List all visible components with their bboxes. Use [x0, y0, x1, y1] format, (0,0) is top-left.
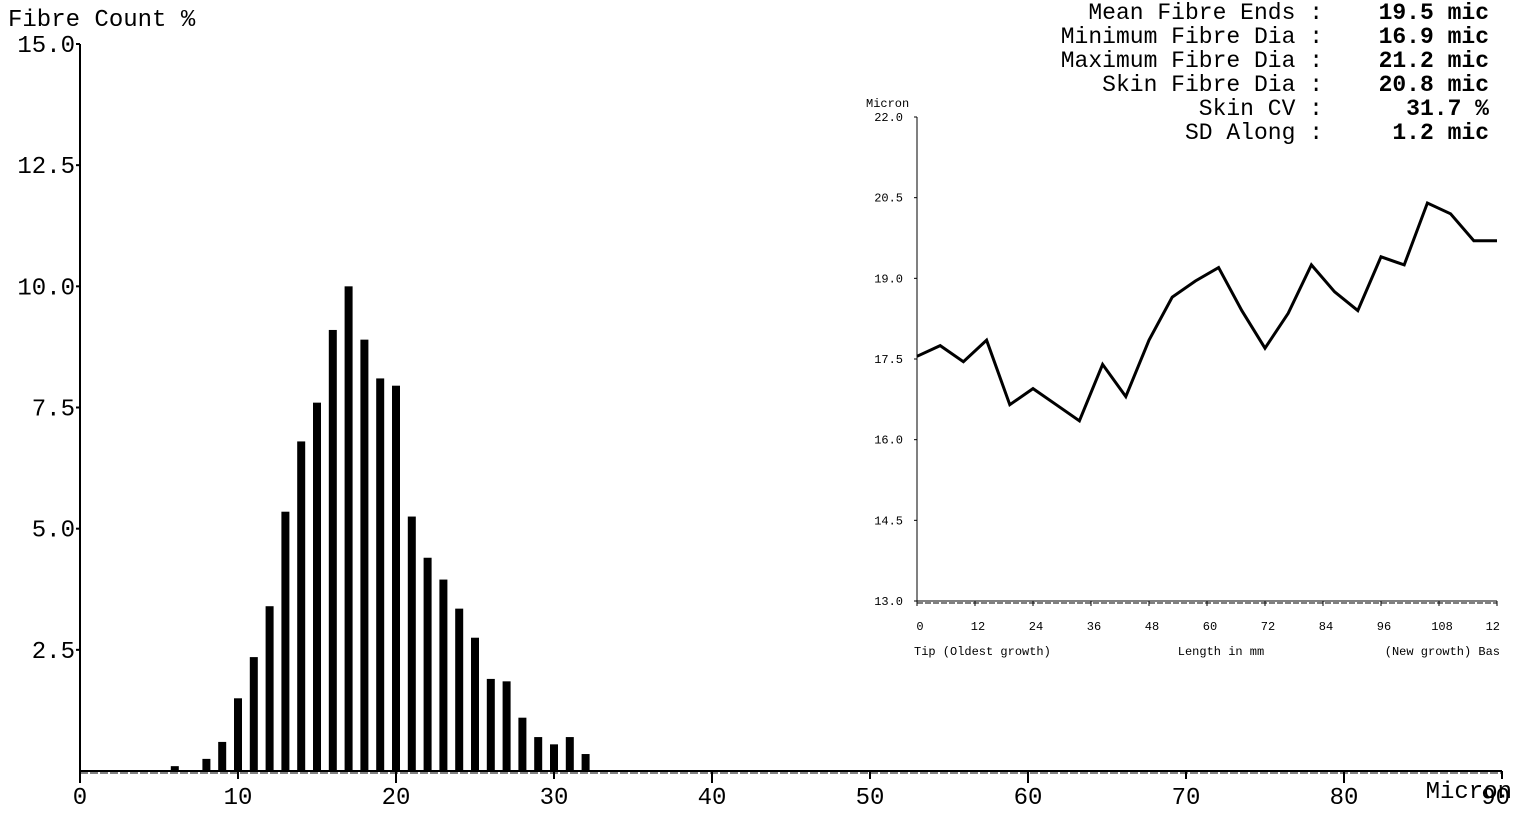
stat-value: 31.7 %	[1406, 96, 1489, 122]
histogram-x-tick-label: 80	[1330, 785, 1359, 812]
histogram-bar	[534, 737, 543, 771]
histogram-bar	[565, 737, 574, 771]
stat-value: 21.2 mic	[1379, 48, 1489, 74]
histogram-x-tick-label: 30	[540, 785, 569, 812]
histogram-bar	[581, 754, 590, 771]
profile-x-tick-label: 12	[971, 620, 985, 634]
profile-y-tick-label: 22.0	[874, 111, 903, 125]
profile-series-line	[916, 200, 1497, 424]
histogram-bar	[360, 339, 369, 771]
histogram-x-tick-label: 60	[1014, 785, 1043, 812]
profile-x-tick-label: 96	[1377, 620, 1391, 634]
profile-x-axis-label: Length in mm	[1178, 645, 1264, 659]
stat-value: 16.9 mic	[1379, 24, 1489, 50]
profile-y-tick-label: 17.5	[874, 353, 903, 367]
histogram-x-tick-label: 20	[382, 785, 411, 812]
histogram-x-tick-label: 0	[73, 785, 87, 812]
histogram-bar	[265, 606, 274, 771]
stat-value: 19.5 mic	[1379, 0, 1489, 26]
histogram-bar	[218, 741, 227, 771]
profile-y-tick-label: 20.5	[874, 192, 903, 206]
histogram-y-tick-label: 2.5	[32, 639, 75, 666]
histogram-bar	[439, 579, 448, 771]
profile-base-note: (New growth) Bas	[1385, 645, 1500, 659]
histogram-y-tick-label: 7.5	[32, 397, 75, 424]
histogram-bar	[281, 511, 290, 771]
histogram-bar	[502, 681, 511, 771]
profile-y-tick-label: 16.0	[874, 434, 903, 448]
profile-x-tick-label: 0	[916, 620, 923, 634]
profile-x-tick-label: 84	[1319, 620, 1333, 634]
profile-x-tick-label: 24	[1029, 620, 1043, 634]
profile-y-tick-label: 19.0	[874, 272, 903, 286]
fibre-histogram: Fibre Count % Micron 2.5 5.0 7.5 10.0 12.5 15…	[8, 7, 1512, 812]
histogram-x-tick-label: 90	[1481, 785, 1510, 812]
histogram-bar	[423, 557, 432, 771]
stat-label: Skin CV :	[1199, 96, 1323, 122]
histogram-y-axis-label: Fibre Count %	[8, 7, 196, 34]
profile-x-tick-label: 72	[1261, 620, 1275, 634]
profile-tip-note: Tip (Oldest growth)	[914, 645, 1051, 659]
histogram-x-tick-label: 70	[1172, 785, 1201, 812]
histogram-bar	[518, 717, 527, 771]
histogram-x-tick-label: 40	[698, 785, 727, 812]
stat-label: Minimum Fibre Dia :	[1061, 24, 1323, 50]
profile-y-axis-label: Micron	[866, 97, 909, 111]
histogram-bar	[486, 678, 495, 771]
histogram-bar	[170, 766, 179, 771]
histogram-bar	[455, 608, 464, 771]
histogram-bar	[407, 516, 416, 771]
histogram-y-tick-label: 12.5	[17, 154, 75, 181]
stat-value: 20.8 mic	[1379, 72, 1489, 98]
histogram-bar	[392, 385, 400, 771]
histogram-bar	[249, 657, 258, 771]
profile-y-tick-label: 13.0	[874, 595, 903, 609]
histogram-y-tick-label: 15.0	[17, 33, 75, 60]
histogram-bar	[297, 441, 306, 771]
histogram-bar	[313, 402, 321, 771]
histogram-bar	[550, 744, 558, 771]
stat-label: Skin Fibre Dia :	[1102, 72, 1323, 98]
profile-x-tick-label: 36	[1087, 620, 1101, 634]
profile-y-tick-label: 14.5	[874, 514, 903, 528]
stats-block: Mean Fibre Ends : 19.5 mic Minimum Fibre D…	[1061, 0, 1489, 146]
histogram-y-tick-label: 5.0	[32, 518, 75, 545]
histogram-x-tick-label: 10	[224, 785, 253, 812]
histogram-x-tick-label: 50	[856, 785, 885, 812]
histogram-bar	[376, 378, 385, 771]
stat-label: Mean Fibre Ends :	[1088, 0, 1323, 26]
profile-x-tick-label: 60	[1203, 620, 1217, 634]
histogram-bar	[234, 698, 242, 771]
fibre-length-profile: Micron Tip (Oldest growth) Length in mm …	[866, 97, 1500, 659]
histogram-bar	[471, 637, 479, 771]
stat-label: Maximum Fibre Dia :	[1061, 48, 1323, 74]
histogram-bar	[344, 286, 353, 771]
histogram-bar	[202, 758, 211, 771]
stat-value: 1.2 mic	[1392, 120, 1489, 146]
histogram-bar	[328, 329, 337, 771]
profile-x-tick-label: 108	[1431, 620, 1453, 634]
profile-x-tick-label: 48	[1145, 620, 1159, 634]
profile-x-tick-label: 12	[1486, 620, 1500, 634]
histogram-x-axis-label: Micron	[1426, 779, 1512, 806]
histogram-y-tick-label: 10.0	[17, 275, 75, 302]
stat-label: SD Along :	[1185, 120, 1323, 146]
